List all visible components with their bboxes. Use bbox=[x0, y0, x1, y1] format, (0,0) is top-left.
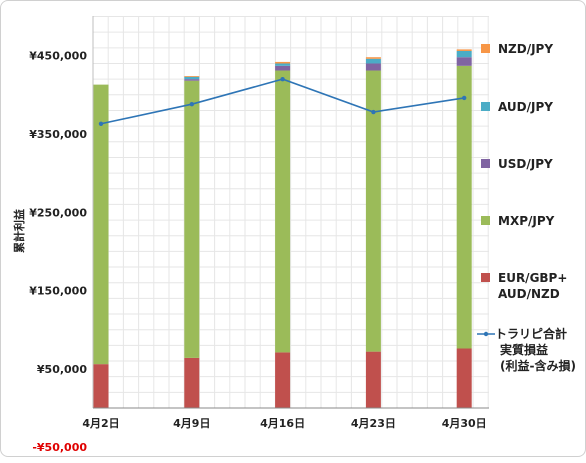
bar-segment bbox=[184, 76, 200, 80]
y-tick-label: ¥150,000 bbox=[29, 285, 87, 298]
bar-segment bbox=[275, 352, 291, 408]
axes bbox=[92, 16, 489, 409]
bar-segment bbox=[365, 58, 381, 64]
bar-segment bbox=[456, 65, 472, 349]
vertical-gridlines bbox=[92, 16, 489, 408]
x-tick-label: 4月30日 bbox=[442, 417, 487, 430]
x-tick-labels: 4月2日 4月9日 4月16日 4月23日 4月30日 bbox=[82, 417, 486, 430]
x-tick-label: 4月2日 bbox=[82, 417, 119, 430]
bar-segment bbox=[184, 80, 200, 358]
bar-segment bbox=[456, 50, 472, 58]
x-tick-label: 4月23日 bbox=[351, 417, 396, 430]
x-tick-label: 4月16日 bbox=[260, 417, 305, 430]
bar-segment bbox=[184, 357, 200, 408]
bar-segment bbox=[456, 348, 472, 408]
legend-line-marker bbox=[483, 331, 489, 337]
bar-segment bbox=[184, 76, 200, 77]
y-axis-title: 累計利益 bbox=[12, 209, 26, 253]
y-tick-label: -¥50,000 bbox=[32, 441, 87, 454]
line-point bbox=[280, 76, 285, 82]
bar-segment bbox=[93, 364, 109, 408]
legend-label: USD/JPY bbox=[498, 157, 553, 171]
bar-segment bbox=[365, 63, 381, 71]
legend-label: トラリピ合計実質損益(利益-含み損) bbox=[495, 326, 576, 373]
bar-segment bbox=[365, 351, 381, 408]
bar-segment bbox=[275, 63, 291, 66]
legend-swatch bbox=[481, 102, 490, 111]
legend: NZD/JPY AUD/JPY USD/JPY MXP/JPY EUR/GBP+ AUD/… bbox=[477, 42, 576, 373]
bar-segment bbox=[275, 61, 291, 64]
y-tick-label: ¥450,000 bbox=[29, 50, 87, 63]
legend-swatch bbox=[481, 216, 490, 225]
y-tick-labels: ¥450,000 ¥350,000 ¥250,000 ¥150,000 ¥50,000 -… bbox=[29, 50, 87, 454]
bar-segment bbox=[365, 57, 381, 59]
legend-label: AUD/JPY bbox=[498, 100, 553, 114]
bar-segment bbox=[184, 79, 200, 81]
horizontal-gridlines bbox=[93, 16, 489, 409]
line-point bbox=[98, 121, 104, 126]
y-tick-label: ¥250,000 bbox=[29, 206, 87, 219]
stacked-bars bbox=[93, 49, 472, 408]
line-point bbox=[371, 109, 376, 115]
bar-segment bbox=[93, 84, 109, 365]
total-line-series bbox=[98, 76, 467, 126]
legend-swatch bbox=[481, 273, 490, 282]
bar-segment bbox=[456, 57, 472, 66]
bar-segment bbox=[275, 65, 291, 71]
bar-segment bbox=[365, 70, 381, 352]
legend-swatch bbox=[481, 159, 490, 168]
y-tick-label: ¥350,000 bbox=[29, 128, 87, 141]
x-tick-label: 4月9日 bbox=[173, 417, 210, 430]
bar-segment bbox=[456, 49, 472, 51]
line-point bbox=[462, 95, 467, 101]
legend-label: EUR/GBP+ AUD/NZD bbox=[498, 271, 567, 301]
y-tick-label: ¥50,000 bbox=[37, 363, 87, 376]
legend-label: NZD/JPY bbox=[498, 42, 553, 56]
bar-segment bbox=[275, 70, 291, 353]
line-point bbox=[189, 101, 194, 107]
legend-label: MXP/JPY bbox=[498, 214, 555, 228]
legend-swatch bbox=[481, 44, 490, 53]
